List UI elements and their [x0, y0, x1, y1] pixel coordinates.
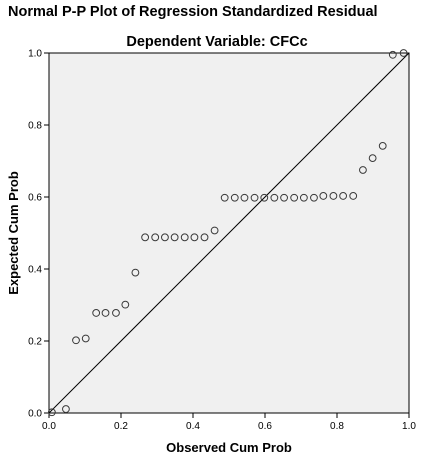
- data-point: [47, 408, 56, 417]
- data-point: [240, 193, 249, 202]
- x-tick-label: 0.4: [186, 421, 200, 432]
- x-axis-label: Observed Cum Prob: [166, 440, 292, 455]
- x-tick-label: 0.2: [114, 421, 128, 432]
- data-point: [220, 193, 229, 202]
- data-point: [170, 233, 179, 242]
- data-point: [121, 300, 130, 309]
- data-point: [349, 192, 358, 200]
- data-point: [310, 193, 318, 202]
- data-point: [339, 192, 348, 200]
- x-tick-label: 0.0: [42, 421, 56, 432]
- reference-line: [48, 52, 410, 414]
- data-point: [388, 50, 397, 59]
- chart-subtitle: Dependent Variable: CFCc: [126, 34, 307, 50]
- data-point: [72, 336, 80, 345]
- y-tick-label: 1.0: [28, 49, 42, 60]
- data-point: [368, 154, 377, 163]
- data-point: [280, 193, 288, 202]
- x-tick-label: 0.6: [258, 421, 272, 432]
- data-point: [141, 233, 150, 242]
- data-point: [260, 193, 269, 202]
- data-point: [210, 226, 219, 235]
- y-tick-label: 0.4: [28, 265, 42, 276]
- data-point: [151, 233, 160, 242]
- data-point: [161, 233, 169, 242]
- data-point: [92, 309, 101, 317]
- data-point: [62, 405, 70, 413]
- data-point: [329, 192, 338, 200]
- data-point: [131, 268, 140, 277]
- data-point: [112, 309, 120, 317]
- chart-title: Normal P-P Plot of Regression Standardiz…: [8, 4, 378, 20]
- data-point: [290, 193, 299, 202]
- data-point: [230, 193, 239, 202]
- y-tick-label: 0.0: [28, 409, 42, 420]
- data-point: [200, 233, 209, 242]
- y-tick-label: 0.2: [28, 337, 42, 348]
- data-point: [399, 49, 408, 57]
- y-tick-label: 0.6: [28, 193, 42, 204]
- axis-ticks: 0.0 0.2 0.4 0.6 0.8 1.0 0.0 0.2 0.4 0.6 0.8 1.0: [28, 49, 416, 433]
- data-point: [180, 233, 189, 242]
- y-axis-label: Expected Cum Prob: [6, 171, 21, 295]
- data-points: [47, 49, 408, 417]
- data-point: [270, 193, 279, 202]
- data-point: [299, 193, 308, 202]
- data-point: [359, 166, 367, 174]
- x-tick-label: 1.0: [402, 421, 416, 432]
- x-tick-label: 0.8: [330, 421, 344, 432]
- data-point: [250, 193, 259, 202]
- data-point: [378, 141, 387, 150]
- data-point: [190, 233, 199, 242]
- data-point: [319, 192, 328, 200]
- data-point: [81, 334, 90, 343]
- y-tick-label: 0.8: [28, 121, 42, 132]
- data-point: [101, 309, 110, 317]
